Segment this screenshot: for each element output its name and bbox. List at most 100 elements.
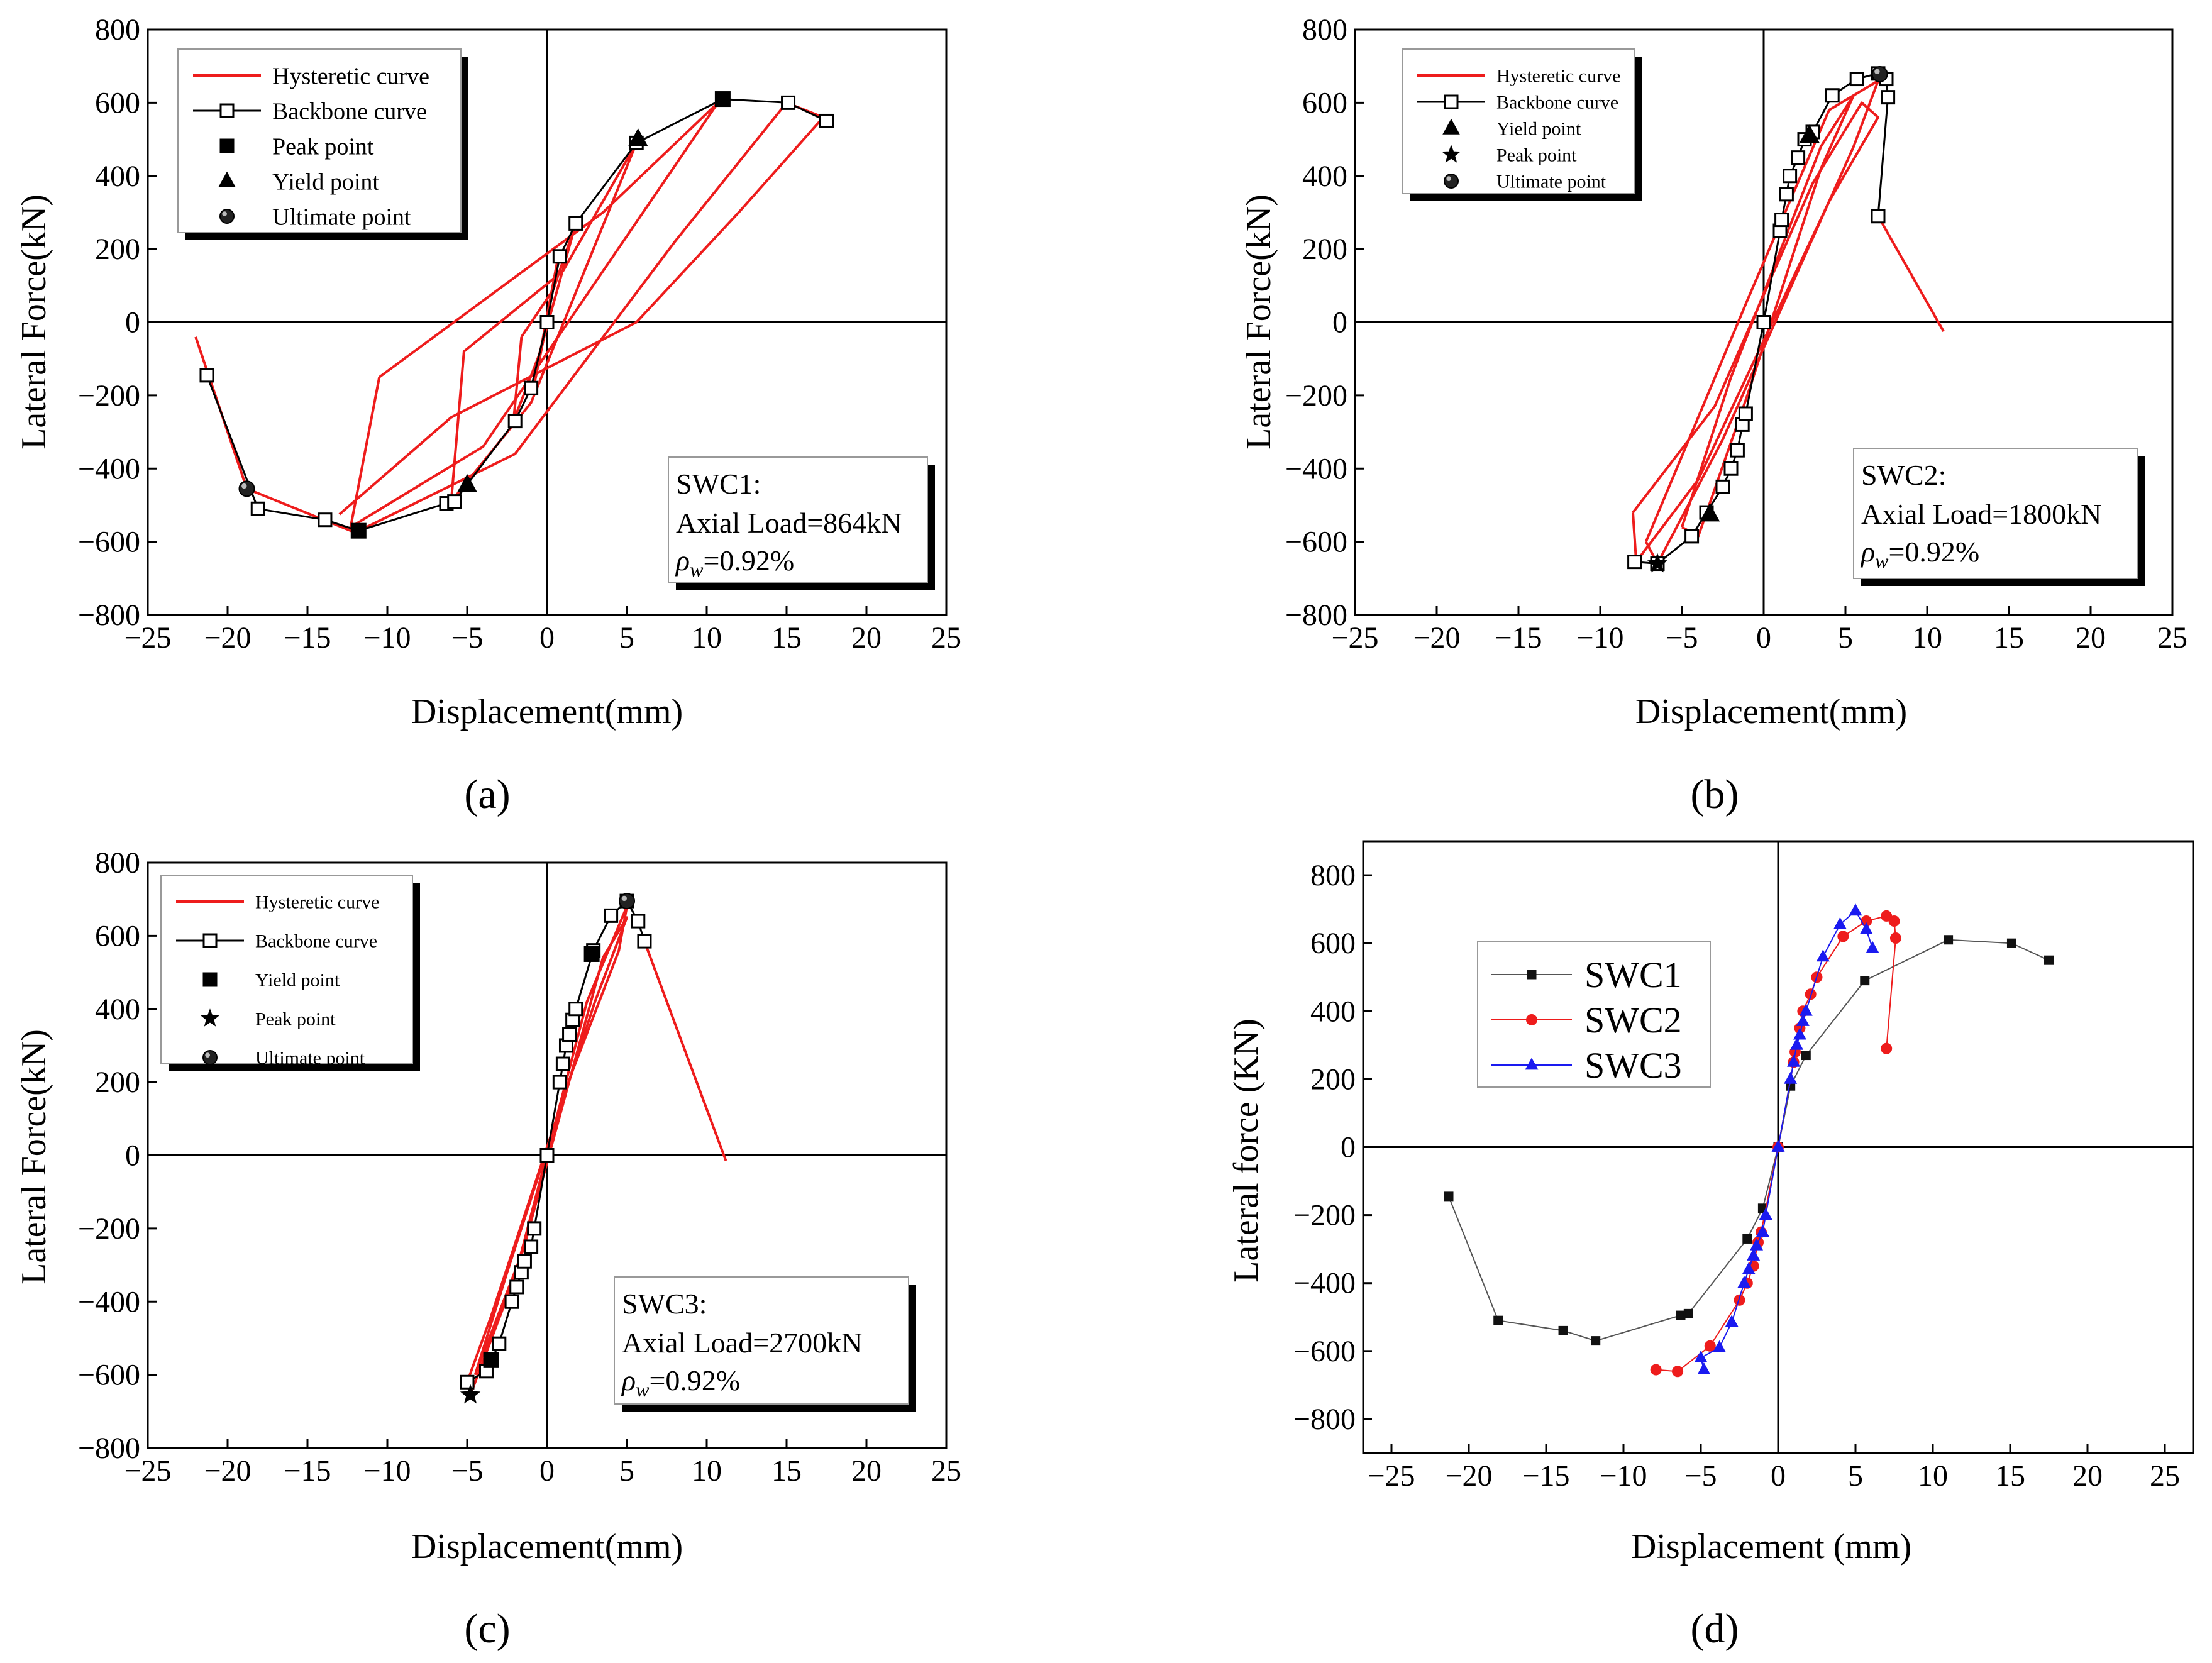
x-tick-label: 10 (1912, 621, 1942, 655)
y-tick-label: 600 (1302, 86, 1347, 119)
ultimate-point (238, 480, 255, 497)
y-tick-label: 400 (95, 993, 140, 1026)
info-ratio: ρw=0.92% (621, 1364, 740, 1401)
x-tick-label: 20 (851, 621, 882, 655)
x-tick-label: −25 (1331, 621, 1378, 655)
series-point-swc1 (1444, 1191, 1454, 1202)
series-point-swc3 (1771, 1139, 1785, 1152)
hysteretic-loop (643, 941, 727, 1161)
backbone-point (539, 315, 555, 329)
x-tick-label: 5 (619, 621, 634, 655)
info-box-frame (668, 456, 928, 583)
y-tick-label: −200 (78, 379, 140, 412)
backbone-point (562, 1027, 577, 1042)
x-tick-label: −15 (284, 1454, 331, 1488)
yield-point (457, 473, 477, 492)
series-point-swc3 (1833, 917, 1847, 929)
series-point-swc3 (1694, 1350, 1708, 1363)
series-point-swc3 (1816, 949, 1830, 962)
backbone-point (604, 908, 619, 923)
panel-c-ylabel: Lateral Force(kN) (14, 1029, 53, 1285)
hysteretic-loop (349, 101, 719, 529)
y-tick-label: −800 (78, 599, 140, 632)
x-tick-label: −25 (1368, 1459, 1415, 1493)
x-tick-label: 0 (539, 1454, 555, 1488)
backbone-point (1774, 213, 1789, 228)
backbone-point (318, 512, 333, 528)
legend-box (1477, 941, 1711, 1088)
peak-point (1647, 553, 1668, 573)
x-tick-label: −5 (451, 1454, 483, 1488)
backbone-point (460, 1374, 475, 1390)
x-tick-label: −25 (124, 621, 171, 655)
panel-a-ylabel: Lateral Force(kN) (14, 194, 53, 450)
legend-marker (219, 138, 235, 153)
yield-point (483, 1352, 499, 1368)
legend-marker (202, 972, 218, 987)
x-tick-label: −15 (1495, 621, 1542, 655)
backbone-point (524, 380, 539, 395)
backbone-point (509, 1279, 524, 1295)
legend-marker (1442, 118, 1460, 135)
series-point-swc3 (1859, 922, 1873, 934)
legend-marker (218, 171, 236, 187)
panel-d-ylabel: Lateral force (KN) (1227, 1019, 1266, 1283)
backbone-point (504, 1294, 519, 1309)
y-tick-label: 200 (95, 1066, 140, 1099)
series-point-swc2 (1888, 915, 1900, 927)
info-specimen: SWC1: (676, 468, 761, 500)
legend-label: Peak point (255, 1009, 336, 1030)
info-box-frame (614, 1276, 909, 1405)
y-tick-label: −200 (1285, 379, 1347, 412)
backbone-point (1849, 72, 1864, 87)
backbone-point (1723, 461, 1739, 476)
series-point-swc3 (1725, 1315, 1739, 1327)
series-point-swc2 (1881, 1042, 1893, 1054)
x-tick-label: −10 (1600, 1459, 1647, 1493)
backbone-point (527, 1221, 542, 1236)
y-tick-label: −800 (78, 1432, 140, 1465)
yield-point (1799, 124, 1820, 143)
legend-label: Yield point (272, 169, 379, 195)
backbone-point (819, 113, 834, 128)
legend-label: SWC2 (1584, 1000, 1682, 1041)
legend-marker (201, 1008, 219, 1027)
series-point-swc1 (1676, 1310, 1686, 1320)
panel-c-xlabel: Displacement(mm) (411, 1527, 683, 1566)
legend: Hysteretic curve Backbone curve Yield poin… (160, 875, 420, 1071)
legend-marker (1526, 1014, 1537, 1025)
legend-marker (202, 933, 218, 948)
series-point-swc2 (1889, 932, 1901, 944)
backbone-point (1783, 169, 1798, 184)
y-tick-label: −600 (1285, 526, 1347, 559)
legend-label: Ultimate point (272, 204, 411, 230)
x-tick-label: −25 (124, 1454, 171, 1488)
x-tick-label: −5 (1666, 621, 1698, 655)
y-tick-label: −400 (78, 1285, 140, 1318)
legend-marker (1442, 145, 1461, 163)
x-tick-label: −5 (451, 621, 483, 655)
panel-b-xlabel: Displacement(mm) (1635, 692, 1907, 731)
series-point-swc3 (1756, 1224, 1769, 1237)
backbone-point (1715, 479, 1730, 494)
x-tick-label: 10 (692, 621, 722, 655)
legend-label: SWC1 (1584, 954, 1682, 995)
x-tick-label: 0 (1756, 621, 1771, 655)
x-tick-label: 15 (1994, 621, 2024, 655)
legend-marker (1527, 970, 1537, 980)
legend-label: Yield point (255, 970, 340, 991)
backbone-point (1881, 90, 1896, 105)
info-specimen: SWC3: (622, 1288, 707, 1320)
backbone-point (1684, 529, 1700, 544)
x-tick-label: 20 (2076, 621, 2106, 655)
legend-marker (219, 103, 235, 118)
x-tick-label: 15 (771, 621, 802, 655)
panel-a: −25 −20 −15 −10 −5 0 5 10 15 20 25 −800 −600 −400 −200… (14, 13, 961, 817)
series-point-swc1 (1742, 1234, 1752, 1244)
y-tick-label: −600 (78, 1359, 140, 1392)
backbone-point (447, 494, 462, 509)
info-ratio: ρw=0.92% (675, 544, 794, 581)
info-box: SWC3: Axial Load=2700kN ρw=0.92% (614, 1276, 916, 1412)
series-point-swc2 (1881, 910, 1893, 922)
peak-point (460, 1384, 481, 1404)
